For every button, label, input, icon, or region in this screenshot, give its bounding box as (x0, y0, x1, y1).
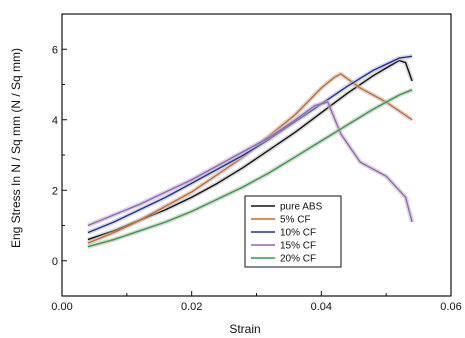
plot-axes: 0.00 0.02 0.04 0.06 0 2 4 6 (51, 13, 462, 313)
series-line (87, 89, 413, 248)
legend-entry: 5% CF (280, 215, 311, 226)
legend-entry: 20% CF (280, 254, 316, 265)
x-axis-label: Strain (229, 322, 260, 336)
legend-entry: 10% CF (280, 228, 316, 239)
axis-labels: Strain Eng Stress In N / Sq mm (N / Sq m… (9, 48, 261, 336)
series-line (87, 101, 413, 227)
y-tick-label: 4 (52, 115, 58, 127)
series-3 (87, 99, 415, 228)
y-tick-label: 0 (52, 256, 58, 268)
x-tick-label: 0.06 (440, 301, 461, 313)
series-layer (87, 54, 415, 249)
y-tick-label: 2 (52, 185, 58, 197)
y-axis-label: Eng Stress In N / Sq mm (N / Sq mm) (9, 48, 23, 248)
y-tick-label: 6 (52, 44, 58, 56)
x-tick-label: 0.04 (311, 301, 332, 313)
legend-entry: 15% CF (280, 241, 316, 252)
x-tick-label: 0.00 (51, 301, 72, 313)
legend-entry: pure ABS (280, 202, 323, 213)
series-2 (87, 54, 413, 235)
series-line (87, 55, 413, 234)
legend: pure ABS 5% CF 10% CF 15% CF 20% CF (244, 195, 342, 268)
series-4 (87, 87, 413, 249)
x-tick-label: 0.02 (181, 301, 202, 313)
